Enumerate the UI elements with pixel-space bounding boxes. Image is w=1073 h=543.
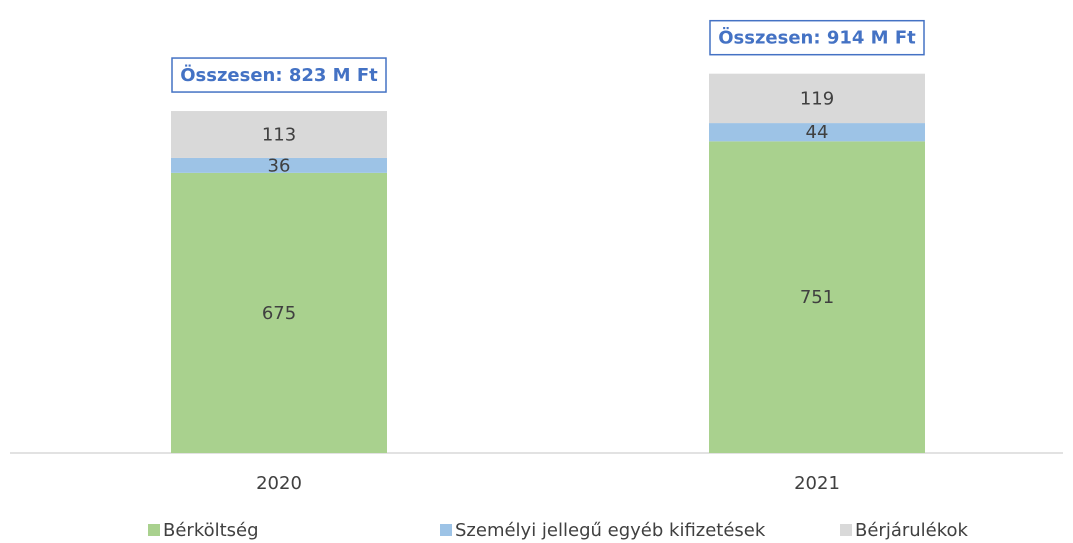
legend-swatch	[440, 524, 452, 536]
bar-segment	[709, 123, 925, 142]
annotation-box	[709, 19, 925, 56]
annotation: Összesen: 823 M Ft	[180, 64, 378, 86]
bar-segment	[709, 141, 925, 453]
data-label: 113	[262, 124, 296, 145]
data-label: 36	[268, 155, 291, 176]
data-label: 44	[806, 122, 829, 143]
legend-swatch	[148, 524, 160, 536]
annotation: Összesen: 914 M Ft	[718, 27, 916, 49]
bar-segment	[171, 111, 387, 158]
legend-label: Bérjárulékok	[855, 520, 969, 541]
bar-segment	[171, 157, 387, 173]
x-tick-label: 2020	[256, 473, 302, 494]
annotation-box	[171, 57, 387, 93]
bar-segment	[709, 73, 925, 124]
legend-label: Személyi jellegű egyéb kifizetések	[455, 520, 766, 541]
data-label: 119	[800, 88, 834, 109]
x-tick-label: 2021	[794, 473, 840, 494]
legend-swatch	[840, 524, 852, 536]
legend-label: Bérköltség	[163, 520, 259, 541]
bar-segment	[171, 172, 387, 453]
data-label: 675	[262, 303, 296, 324]
data-label: 751	[800, 287, 834, 308]
